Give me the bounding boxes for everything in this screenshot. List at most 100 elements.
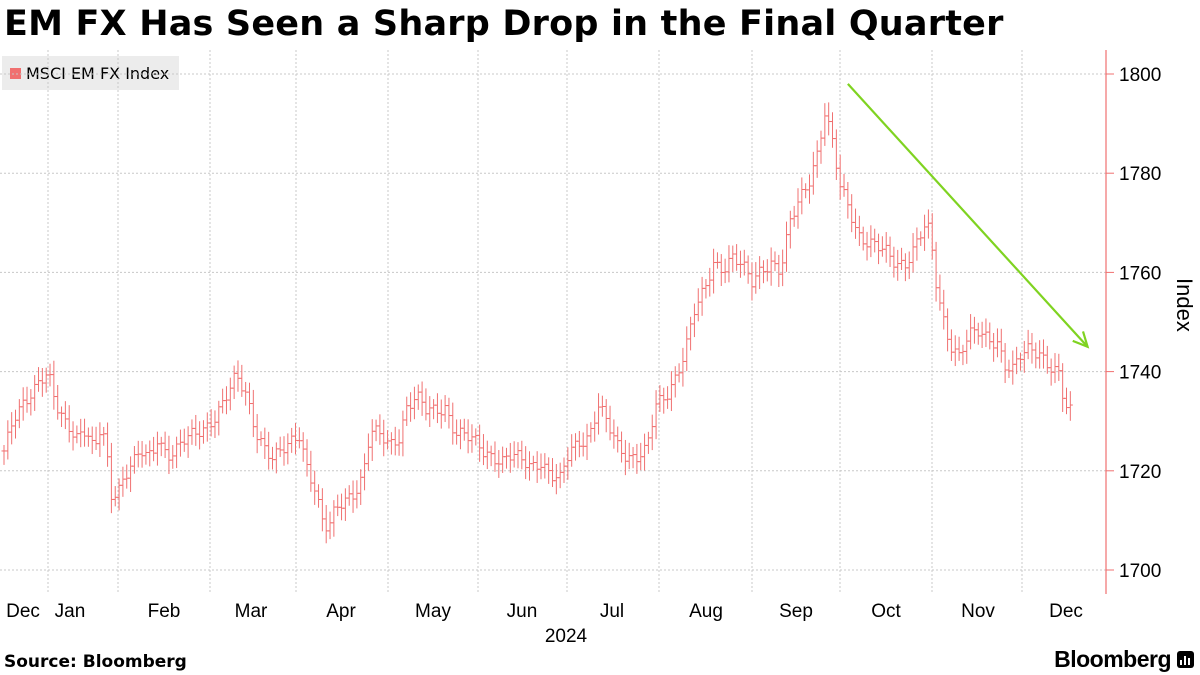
ohlc-bar <box>1060 363 1066 412</box>
ohlc-bar <box>235 360 241 392</box>
ohlc-bar <box>803 183 809 199</box>
ohlc-bar <box>469 424 475 453</box>
ohlc-bar <box>584 423 590 461</box>
ohlc-bar <box>818 130 824 164</box>
ohlc-bar <box>684 326 690 372</box>
ohlc-bar <box>975 322 981 345</box>
ohlc-bar <box>1063 387 1069 415</box>
bloomberg-terminal-icon <box>1177 651 1194 668</box>
ohlc-bar <box>312 470 318 505</box>
ohlc-bar <box>1006 359 1012 378</box>
ohlc-bar <box>1044 345 1050 374</box>
y-tick-label: 1720 <box>1119 462 1161 483</box>
ohlc-bar <box>36 367 42 392</box>
ohlc-bar <box>1052 353 1058 384</box>
ohlc-bar <box>645 431 651 454</box>
x-tick-label: Apr <box>326 601 356 622</box>
ohlc-bar <box>780 249 786 287</box>
ohlc-bar <box>998 328 1004 363</box>
ohlc-bar <box>952 335 958 367</box>
ohlc-bar <box>814 140 820 178</box>
ohlc-bar <box>20 387 26 421</box>
ohlc-bar <box>319 488 325 532</box>
x-tick-label: Jun <box>507 601 538 622</box>
ohlc-bar <box>553 464 559 495</box>
y-tick-label: 1780 <box>1119 164 1161 185</box>
ohlc-bar <box>1002 343 1008 384</box>
ohlc-bar <box>66 405 72 443</box>
ohlc-bar <box>262 427 268 459</box>
ohlc-bar <box>174 436 180 469</box>
ohlc-bar <box>116 478 122 511</box>
ohlc-bar <box>799 177 805 215</box>
ohlc-bar <box>270 446 275 470</box>
ohlc-bar <box>423 388 429 421</box>
ohlc-bar <box>649 414 655 451</box>
ohlc-bar <box>189 419 195 445</box>
ohlc-bar <box>964 329 970 364</box>
x-year-label: 2024 <box>545 626 588 647</box>
gridlines <box>0 50 1106 594</box>
ohlc-bar <box>764 259 770 282</box>
ohlc-bar <box>208 409 214 437</box>
ohlc-bar <box>239 364 245 397</box>
ohlc-bar <box>181 428 187 452</box>
ohlc-bar <box>826 102 832 136</box>
ohlc-bar <box>538 453 544 480</box>
ohlc-bar <box>634 443 640 474</box>
ohlc-bar <box>197 421 203 450</box>
ohlc-bar <box>365 433 371 471</box>
ohlc-bar <box>503 447 509 469</box>
trend-annotation <box>847 83 1090 349</box>
ohlc-bar <box>377 414 383 445</box>
ohlc-bar <box>902 253 908 282</box>
ohlc-bar <box>507 442 513 473</box>
ohlc-bar <box>285 433 291 465</box>
ohlc-bar <box>833 129 839 181</box>
ohlc-bar <box>714 252 720 269</box>
ohlc-bar <box>726 245 732 283</box>
ohlc-bar <box>216 400 222 436</box>
ohlc-bar <box>542 453 548 479</box>
y-axis-label: Index <box>1172 278 1197 332</box>
ohlc-bar <box>1037 340 1043 369</box>
ohlc-bar <box>277 436 283 458</box>
ohlc-bar <box>914 227 920 261</box>
ohlc-bar <box>415 384 421 410</box>
ohlc-bar <box>193 414 199 446</box>
ohlc-bar <box>392 426 398 456</box>
ohlc-bar <box>1021 340 1027 373</box>
ohlc-bar <box>711 248 717 294</box>
ohlc-bar <box>956 336 962 361</box>
ohlc-bar <box>864 231 870 261</box>
ohlc-bar <box>730 245 736 272</box>
ohlc-bar <box>887 236 893 268</box>
ohlc-bar <box>722 258 728 284</box>
ohlc-bar <box>860 226 866 251</box>
ohlc-bar <box>891 246 897 278</box>
ohlc-bar <box>147 440 153 467</box>
ohlc-bar <box>358 469 364 505</box>
ohlc-bar <box>1025 329 1031 360</box>
ohlc-bar <box>139 441 145 468</box>
ohlc-bar <box>611 419 617 449</box>
ohlc-bar <box>51 360 57 410</box>
ohlc-bar <box>718 254 724 287</box>
ohlc-bar <box>1029 333 1035 364</box>
x-tick-label: May <box>415 601 451 622</box>
ohlc-bar <box>987 322 993 350</box>
ohlc-bar <box>895 249 901 281</box>
ohlc-bar <box>557 462 563 489</box>
legend-label: MSCI EM FX Index <box>26 63 170 83</box>
ohlc-bar <box>979 321 985 349</box>
ohlc-bar <box>404 396 410 426</box>
ohlc-bar <box>273 442 279 474</box>
ohlc-bar <box>300 432 306 462</box>
ohlc-bar <box>82 418 88 447</box>
ohlc-bar <box>753 262 759 294</box>
ohlc-bar <box>59 406 65 427</box>
ohlc-bar <box>925 209 931 239</box>
ohlc-bar <box>837 154 843 200</box>
x-tick-label: Mar <box>235 601 268 622</box>
